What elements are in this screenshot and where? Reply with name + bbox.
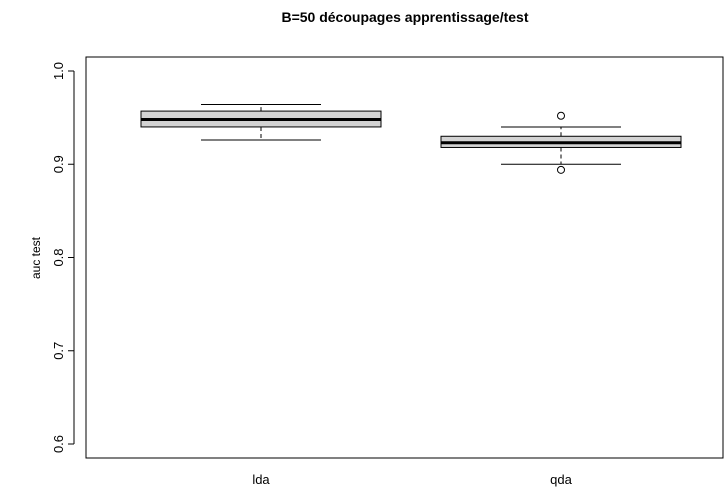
x-tick-label: lda — [252, 472, 270, 487]
y-tick-label: 1.0 — [51, 62, 66, 80]
outlier-point — [557, 165, 565, 174]
y-axis-label: auc test — [29, 236, 43, 279]
chart-title: B=50 découpages apprentissage/test — [281, 9, 528, 25]
box-qda — [440, 111, 682, 174]
box-lda — [140, 104, 382, 141]
boxes — [140, 104, 682, 174]
outlier-point — [557, 111, 565, 120]
y-tick-label: 0.9 — [51, 155, 66, 173]
y-tick-label: 0.8 — [51, 248, 66, 266]
x-tick-label: qda — [550, 472, 572, 487]
y-tick-label: 0.6 — [51, 435, 66, 453]
plot-frame — [85, 56, 724, 459]
x-axis: lda qda — [252, 472, 572, 487]
y-axis: 0.6 0.7 0.8 0.9 1.0 — [51, 62, 75, 453]
y-tick-label: 0.7 — [51, 342, 66, 360]
